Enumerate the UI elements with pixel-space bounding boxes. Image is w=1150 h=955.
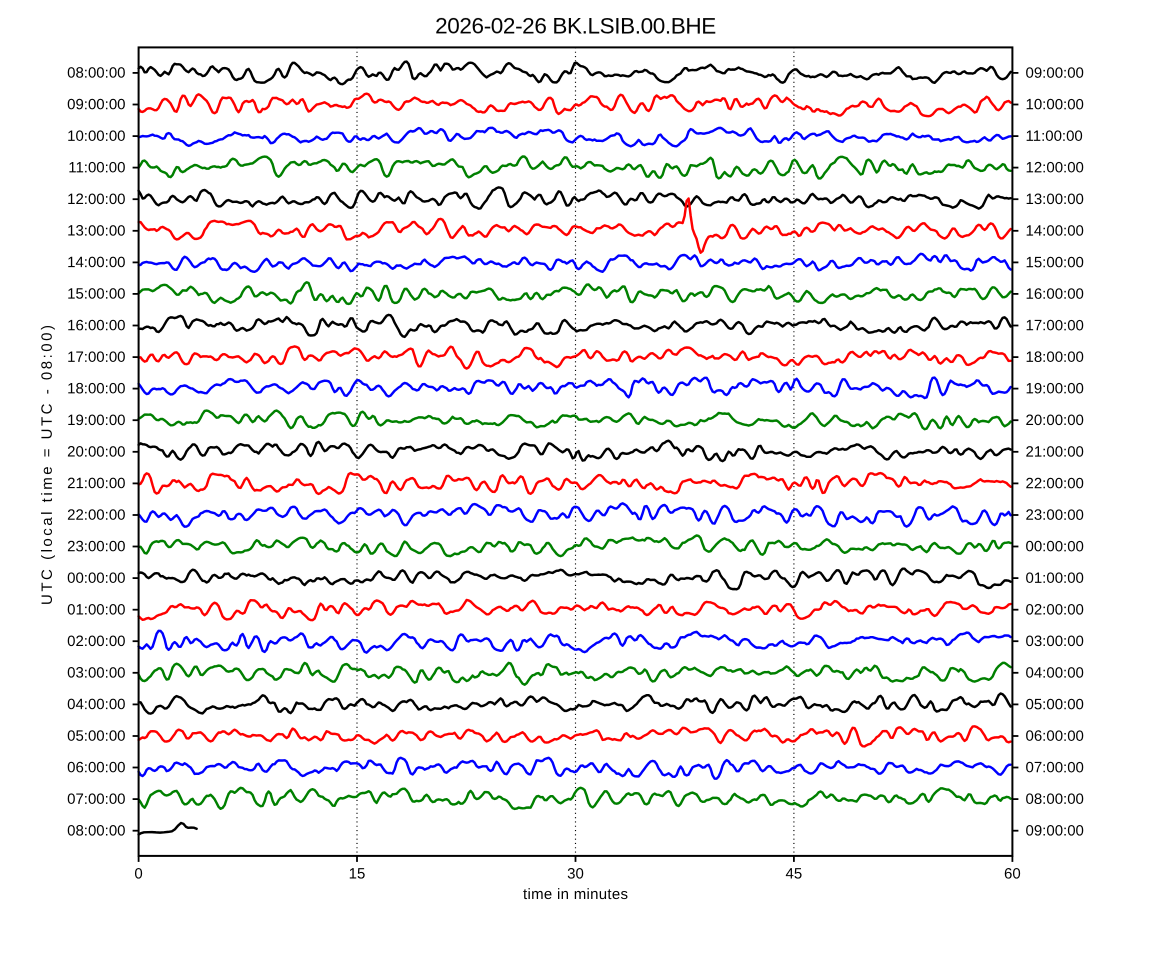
svg-text:01:00:00: 01:00:00 [1025, 570, 1083, 587]
svg-text:30: 30 [567, 865, 584, 882]
svg-text:09:00:00: 09:00:00 [67, 96, 125, 113]
svg-text:2026-02-26 BK.LSIB.00.BHE: 2026-02-26 BK.LSIB.00.BHE [435, 13, 716, 38]
svg-text:14:00:00: 14:00:00 [67, 254, 125, 271]
svg-text:19:00:00: 19:00:00 [67, 412, 125, 429]
svg-text:23:00:00: 23:00:00 [67, 538, 125, 555]
svg-text:06:00:00: 06:00:00 [1025, 728, 1083, 745]
svg-text:20:00:00: 20:00:00 [67, 444, 125, 461]
svg-text:time in minutes: time in minutes [523, 886, 628, 903]
svg-text:09:00:00: 09:00:00 [1025, 65, 1083, 82]
svg-text:60: 60 [1004, 865, 1021, 882]
svg-text:16:00:00: 16:00:00 [1025, 286, 1083, 303]
svg-text:15:00:00: 15:00:00 [1025, 254, 1083, 271]
svg-text:23:00:00: 23:00:00 [1025, 507, 1083, 524]
svg-text:17:00:00: 17:00:00 [67, 349, 125, 366]
svg-text:16:00:00: 16:00:00 [67, 317, 125, 334]
svg-text:22:00:00: 22:00:00 [67, 507, 125, 524]
svg-text:02:00:00: 02:00:00 [1025, 602, 1083, 619]
svg-text:01:00:00: 01:00:00 [67, 601, 125, 618]
svg-text:05:00:00: 05:00:00 [67, 728, 125, 745]
svg-text:05:00:00: 05:00:00 [1025, 696, 1083, 713]
svg-text:17:00:00: 17:00:00 [1025, 317, 1083, 334]
svg-text:13:00:00: 13:00:00 [67, 223, 125, 240]
svg-text:03:00:00: 03:00:00 [1025, 633, 1083, 650]
svg-text:21:00:00: 21:00:00 [1025, 444, 1083, 461]
svg-text:08:00:00: 08:00:00 [67, 65, 125, 82]
svg-text:11:00:00: 11:00:00 [1025, 128, 1082, 145]
svg-text:09:00:00: 09:00:00 [1025, 823, 1083, 840]
svg-text:02:00:00: 02:00:00 [67, 633, 125, 650]
svg-text:15:00:00: 15:00:00 [67, 286, 125, 303]
svg-text:12:00:00: 12:00:00 [67, 191, 125, 208]
svg-text:08:00:00: 08:00:00 [67, 822, 125, 839]
svg-text:11:00:00: 11:00:00 [68, 159, 125, 176]
svg-text:06:00:00: 06:00:00 [67, 759, 125, 776]
svg-text:22:00:00: 22:00:00 [1025, 475, 1083, 492]
svg-text:08:00:00: 08:00:00 [1025, 791, 1083, 808]
svg-text:10:00:00: 10:00:00 [67, 128, 125, 145]
svg-text:45: 45 [786, 865, 803, 882]
svg-text:15: 15 [349, 865, 366, 882]
svg-text:10:00:00: 10:00:00 [1025, 96, 1083, 113]
svg-text:04:00:00: 04:00:00 [1025, 665, 1083, 682]
svg-text:13:00:00: 13:00:00 [1025, 191, 1083, 208]
svg-text:00:00:00: 00:00:00 [1025, 538, 1083, 555]
svg-text:21:00:00: 21:00:00 [67, 475, 125, 492]
svg-text:18:00:00: 18:00:00 [67, 380, 125, 397]
svg-text:14:00:00: 14:00:00 [1025, 223, 1083, 240]
svg-text:12:00:00: 12:00:00 [1025, 159, 1083, 176]
svg-text:07:00:00: 07:00:00 [67, 791, 125, 808]
svg-text:00:00:00: 00:00:00 [67, 570, 125, 587]
svg-text:18:00:00: 18:00:00 [1025, 349, 1083, 366]
svg-text:04:00:00: 04:00:00 [67, 696, 125, 713]
svg-text:03:00:00: 03:00:00 [67, 665, 125, 682]
svg-text:0: 0 [134, 865, 142, 882]
svg-text:20:00:00: 20:00:00 [1025, 412, 1083, 429]
svg-text:19:00:00: 19:00:00 [1025, 380, 1083, 397]
svg-text:07:00:00: 07:00:00 [1025, 759, 1083, 776]
